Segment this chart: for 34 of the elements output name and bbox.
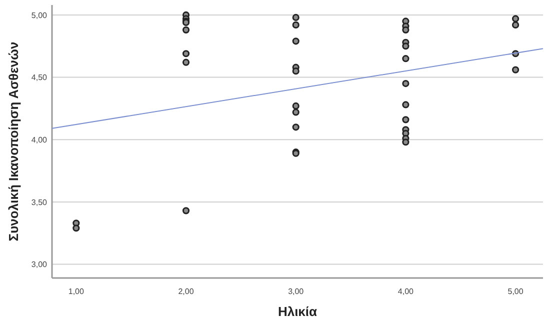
- point: [292, 38, 300, 45]
- point: [402, 101, 410, 108]
- x-tick-label: 5,00: [508, 287, 524, 296]
- y-axis-title: Συνολική Ικανοποίηση Ασθενών: [6, 42, 21, 242]
- point: [292, 102, 300, 110]
- point: [182, 26, 190, 34]
- point: [72, 224, 80, 232]
- y-tick-label: 3,00: [31, 260, 48, 270]
- x-tick-label: 1,00: [68, 287, 84, 296]
- point: [292, 14, 300, 22]
- point: [292, 68, 300, 75]
- point: [182, 50, 190, 58]
- point: [402, 42, 410, 50]
- point: [512, 15, 520, 22]
- point: [182, 207, 190, 214]
- point: [182, 58, 190, 66]
- point: [402, 138, 410, 146]
- point: [512, 66, 520, 74]
- y-tick-label: 5,00: [31, 10, 48, 20]
- y-tick-label: 4,50: [31, 73, 48, 82]
- x-axis-title: Ηλικία: [278, 304, 318, 319]
- point: [402, 80, 410, 88]
- point: [402, 116, 410, 124]
- point: [292, 21, 300, 28]
- point: [292, 108, 300, 116]
- y-tick-label: 3,50: [31, 198, 48, 207]
- y-tick-label: 4,00: [31, 135, 48, 144]
- point: [292, 124, 300, 131]
- point: [512, 21, 520, 28]
- x-tick-label: 4,00: [398, 287, 414, 296]
- x-tick-label: 3,00: [288, 287, 304, 296]
- x-tick-label: 2,00: [178, 287, 194, 296]
- point: [402, 26, 410, 34]
- point: [402, 55, 410, 62]
